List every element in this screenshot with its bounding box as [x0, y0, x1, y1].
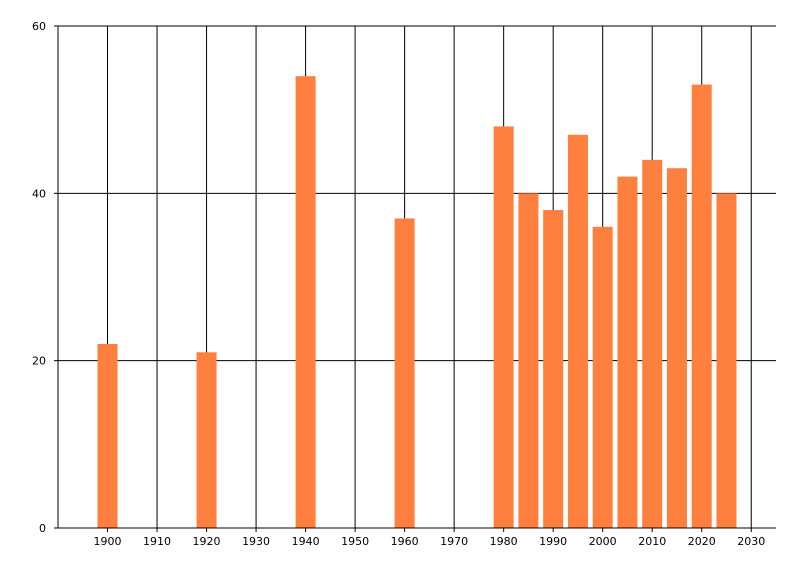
bar-2015 — [666, 168, 687, 528]
y-tick-label: 40 — [32, 187, 46, 200]
y-axis-ticks: 0 20 40 60 — [32, 20, 58, 535]
bar-2000 — [592, 226, 613, 529]
y-tick-label: 20 — [32, 355, 46, 368]
bar-2025 — [716, 193, 737, 529]
bar-2005 — [617, 176, 638, 528]
bar-2010 — [642, 159, 663, 528]
x-tick-label: 2010 — [638, 535, 666, 548]
x-tick-label: 1950 — [341, 535, 369, 548]
x-tick-label: 1920 — [193, 535, 221, 548]
axes — [57, 26, 776, 529]
bar-series — [97, 76, 737, 529]
bar-1985 — [518, 193, 539, 529]
bar-1940 — [295, 76, 316, 528]
y-tick-label: 0 — [39, 522, 46, 535]
bar-1960 — [394, 218, 415, 528]
bar-1920 — [196, 352, 217, 528]
x-tick-label: 1980 — [490, 535, 518, 548]
bar-1980 — [493, 126, 514, 529]
bar-1900 — [97, 343, 118, 528]
x-tick-label: 2000 — [589, 535, 617, 548]
x-tick-label: 1990 — [539, 535, 567, 548]
x-tick-label: 1960 — [391, 535, 419, 548]
x-tick-label: 1910 — [143, 535, 171, 548]
bar-2020 — [691, 84, 712, 529]
x-tick-label: 1900 — [94, 535, 122, 548]
x-tick-label: 2030 — [737, 535, 765, 548]
bar-1995 — [567, 134, 588, 528]
x-tick-label: 1930 — [242, 535, 270, 548]
x-tick-label: 1970 — [440, 535, 468, 548]
x-tick-label: 2020 — [688, 535, 716, 548]
y-tick-label: 60 — [32, 20, 46, 33]
x-axis-ticks: 1900 1910 1920 1930 1940 1950 1960 1970 1980 1990… — [94, 528, 765, 548]
bar-1990 — [543, 210, 564, 529]
x-tick-label: 1940 — [292, 535, 320, 548]
